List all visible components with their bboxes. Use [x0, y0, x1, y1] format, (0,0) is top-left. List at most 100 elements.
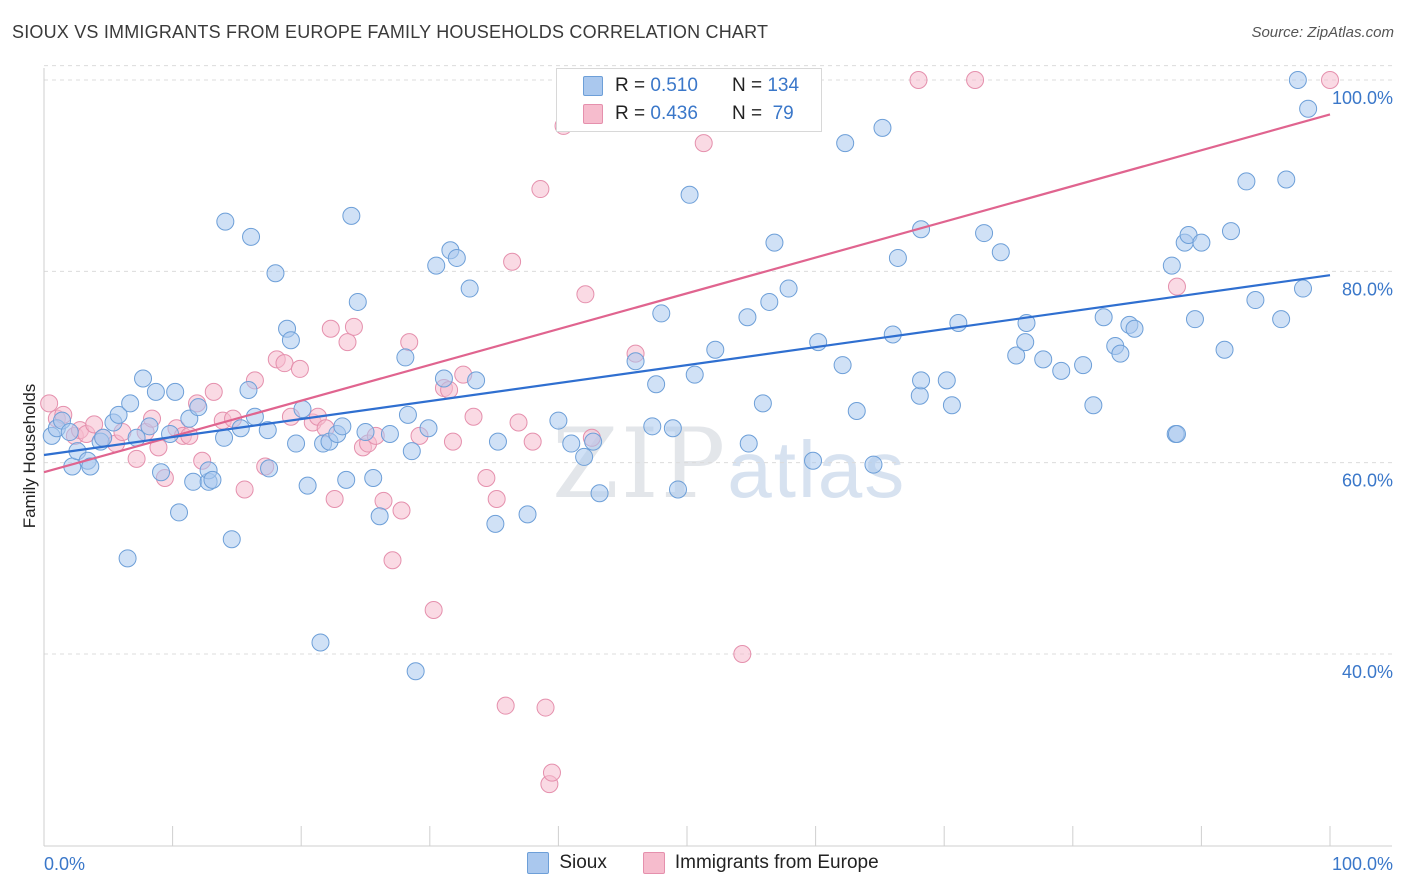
legend: R = 0.510 N = 134 R = 0.436 N = 79: [556, 68, 822, 132]
sioux-point: [1016, 333, 1035, 352]
sioux-point: [753, 394, 772, 413]
bottom-legend-europe: Immigrants from Europe: [642, 852, 879, 874]
sioux-point: [94, 428, 113, 447]
sioux-point: [942, 396, 961, 415]
legend-n-label: N =: [731, 103, 763, 124]
legend-row-sioux: R = 0.510 N = 134: [583, 73, 799, 99]
sioux-swatch: [583, 76, 603, 96]
sioux-point: [342, 206, 361, 225]
x-tick-label-0: 0.0%: [44, 854, 85, 874]
sioux-point: [337, 470, 356, 489]
sioux-point: [396, 348, 415, 367]
sioux-point: [584, 432, 603, 451]
sioux-point: [348, 292, 367, 311]
europe-point: [443, 432, 462, 451]
sioux-point: [1192, 233, 1211, 252]
europe-point: [235, 480, 254, 499]
europe-point: [127, 449, 146, 468]
legend-n-label: N =: [731, 75, 763, 96]
sioux-point: [1237, 172, 1256, 191]
europe-point: [374, 491, 393, 510]
sioux-point: [333, 417, 352, 436]
sioux-point: [1007, 346, 1026, 365]
sioux-point: [203, 470, 222, 489]
europe-point: [576, 285, 595, 304]
sioux-point: [216, 212, 235, 231]
europe-point: [1321, 71, 1339, 89]
sioux-point: [486, 514, 505, 533]
sioux-point: [1221, 222, 1240, 241]
sioux-point: [419, 419, 438, 438]
sioux-point: [668, 480, 687, 499]
sioux-point: [293, 400, 312, 419]
sioux-point: [121, 394, 140, 413]
sioux-point: [680, 185, 699, 204]
axes: [43, 68, 1392, 847]
sioux-point: [549, 411, 568, 430]
europe-point: [325, 490, 344, 509]
europe-point: [321, 319, 340, 338]
sioux-point: [912, 371, 931, 390]
y-tick-label-60: 60.0%: [1342, 471, 1393, 491]
europe-point: [338, 333, 357, 352]
europe-point: [204, 382, 223, 401]
europe-swatch: [642, 852, 665, 874]
legend-r-label: R =: [615, 75, 646, 96]
sioux-point: [663, 419, 682, 438]
sioux-point: [1074, 356, 1093, 375]
sioux-point: [215, 428, 234, 447]
sioux-point: [873, 118, 892, 137]
source-credit: Source: ZipAtlas.com: [1251, 24, 1394, 41]
europe-point: [503, 252, 522, 271]
sioux-point: [460, 279, 479, 298]
sioux-point: [910, 386, 929, 405]
sioux-point: [447, 248, 466, 267]
sioux-point: [738, 308, 757, 327]
sioux-point: [1299, 99, 1318, 118]
sioux-point: [170, 503, 189, 522]
sioux-point: [1052, 361, 1071, 380]
sioux-point: [266, 264, 285, 283]
europe-n-value: 79: [772, 103, 794, 124]
sioux-point: [140, 417, 159, 436]
sioux-point: [184, 472, 203, 491]
europe-swatch: [583, 104, 603, 124]
sioux-point: [739, 434, 758, 453]
sioux-point: [991, 243, 1010, 262]
sioux-point: [706, 340, 725, 359]
sioux-trend-line: [43, 274, 1331, 457]
europe-point: [536, 698, 555, 717]
sioux-point: [562, 434, 581, 453]
sioux-point: [109, 405, 128, 424]
sioux-point: [760, 292, 779, 311]
bottom-legend: Sioux Immigrants from Europe: [0, 852, 1406, 874]
sioux-point: [652, 304, 671, 323]
bottom-legend-europe-label: Immigrants from Europe: [674, 852, 879, 873]
sioux-point: [467, 371, 486, 390]
sioux-point: [1288, 71, 1307, 89]
sioux-point: [258, 421, 277, 440]
sioux-point: [298, 476, 317, 495]
europe-point: [344, 317, 363, 336]
europe-point: [464, 407, 483, 426]
sioux-point: [937, 371, 956, 390]
sioux-point: [398, 405, 417, 424]
sioux-point: [836, 134, 855, 153]
sioux-point: [804, 451, 823, 470]
sioux-point: [1272, 310, 1291, 329]
sioux-point: [406, 662, 425, 681]
europe-point: [909, 71, 928, 89]
sioux-point: [146, 382, 165, 401]
y-axis-title: Family Households: [20, 384, 39, 529]
sioux-point: [626, 352, 645, 371]
europe-point: [509, 413, 528, 432]
europe-trend-line: [43, 113, 1331, 474]
sioux-point: [1246, 291, 1265, 310]
europe-point: [523, 432, 542, 451]
europe-point: [487, 490, 506, 509]
sioux-point: [242, 227, 261, 246]
europe-point: [400, 333, 419, 352]
legend-row-europe: R = 0.436 N = 79: [583, 101, 794, 127]
bottom-legend-sioux-label: Sioux: [559, 852, 607, 873]
sioux-point: [647, 375, 666, 394]
